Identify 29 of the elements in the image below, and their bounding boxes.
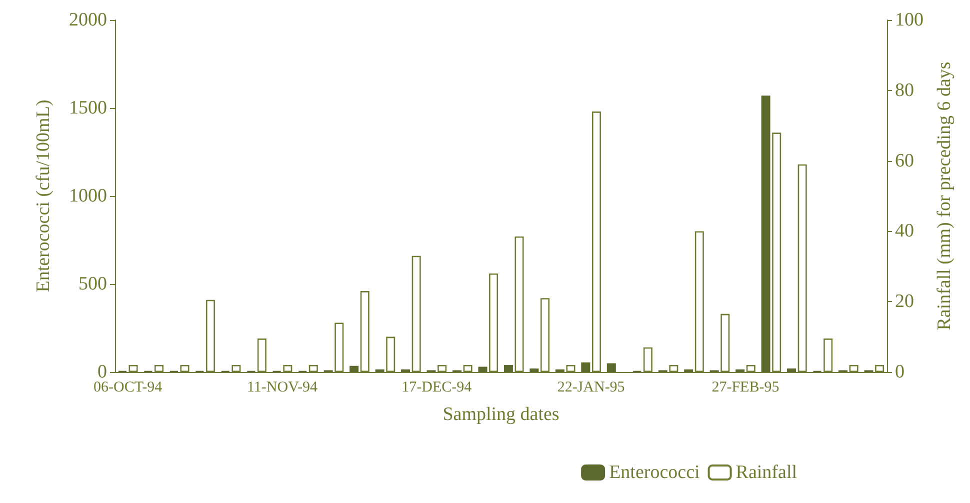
- y-tick-label: 0: [98, 362, 107, 382]
- legend-label: Enterococci: [609, 462, 700, 483]
- y-tick-label: 2000: [69, 10, 107, 30]
- bar: [530, 368, 539, 372]
- x-tick-label: 06-OCT-94: [94, 380, 163, 396]
- bar: [350, 366, 359, 372]
- x-tick-label: 17-DEC-94: [402, 380, 472, 396]
- y2-tick-label: 100: [895, 10, 924, 30]
- y-tick-label: 500: [78, 274, 107, 294]
- bar: [504, 364, 513, 372]
- y2-tick-label: 20: [895, 291, 914, 312]
- y-axis-title: Enterococci (cfu/100mL): [33, 100, 54, 292]
- y-tick-label: 1500: [69, 98, 107, 118]
- x-axis-title: Sampling dates: [442, 404, 560, 425]
- bar: [606, 363, 616, 372]
- y-tick-label: 1000: [69, 186, 107, 206]
- x-tick-label: 11-NOV-94: [246, 380, 318, 396]
- y2-tick-label: 80: [895, 80, 914, 101]
- y2-tick-label: 60: [895, 150, 914, 172]
- y2-tick-label: 40: [895, 220, 914, 242]
- y2-axis-title: Rainfall (mm) for preceding 6 days: [934, 62, 955, 330]
- bar: [581, 362, 590, 372]
- y2-tick-label: 0: [895, 362, 904, 382]
- x-tick-label: 22-JAN-95: [557, 380, 625, 396]
- bar: [478, 366, 488, 372]
- x-tick-label: 27-FEB-95: [712, 380, 780, 396]
- bar: [787, 368, 796, 372]
- bar: [761, 96, 770, 372]
- legend-label: Rainfall: [736, 462, 797, 483]
